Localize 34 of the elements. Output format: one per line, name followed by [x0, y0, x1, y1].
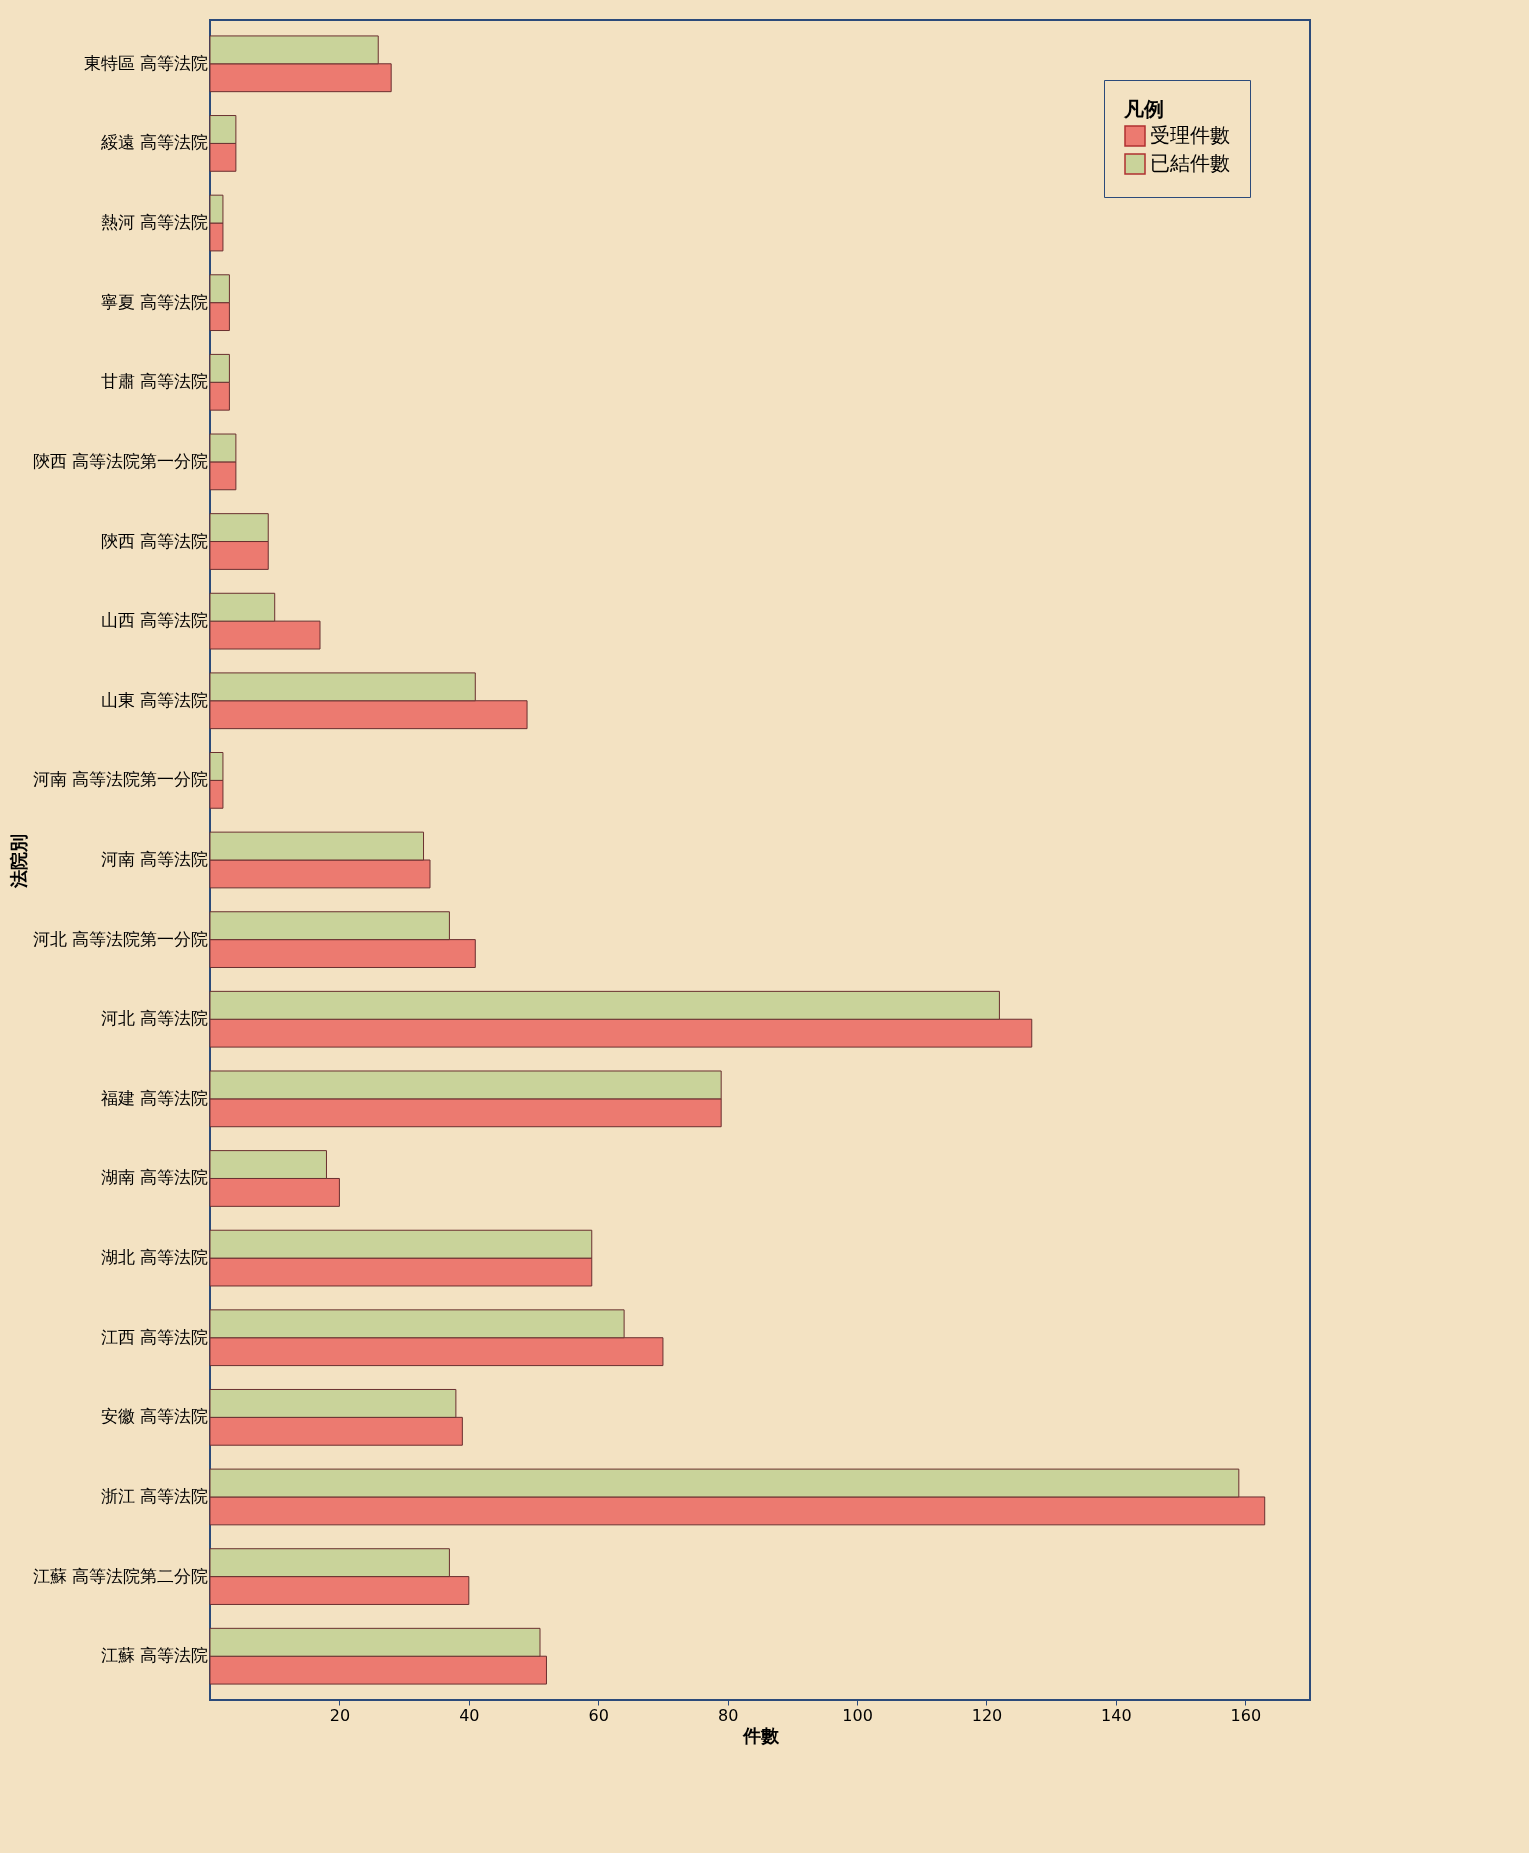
y-tick-label: 陝西 高等法院 — [101, 530, 209, 551]
y-tick-label: 甘肅 高等法院 — [101, 371, 209, 392]
y-tick-label: 河南 高等法院第一分院 — [33, 769, 209, 790]
y-axis-title: 法院別 — [8, 833, 30, 889]
y-tick-label: 福建 高等法院 — [101, 1087, 209, 1108]
y-tick-label: 山西 高等法院 — [101, 610, 209, 631]
legend-title: 凡例 — [1123, 97, 1164, 121]
legend-label: 受理件數 — [1150, 123, 1230, 147]
y-tick-label: 東特區 高等法院 — [84, 52, 209, 73]
y-tick-label: 江西 高等法院 — [101, 1326, 209, 1347]
y-tick-label: 河南 高等法院 — [101, 849, 209, 869]
y-tick-label: 河北 高等法院第一分院 — [33, 928, 209, 949]
y-tick-label: 安徽 高等法院 — [101, 1406, 209, 1427]
x-axis-title: 件數 — [741, 1724, 780, 1746]
y-tick-label: 河北 高等法院 — [101, 1008, 209, 1029]
x-tick-label: 60 — [588, 1705, 609, 1725]
x-tick-label: 100 — [842, 1705, 873, 1725]
x-tick-label: 40 — [459, 1705, 480, 1725]
x-tick-label: 160 — [1230, 1705, 1262, 1725]
y-tick-label: 熱河 高等法院 — [101, 212, 209, 233]
x-tick-label: 20 — [329, 1705, 351, 1725]
y-tick-label: 湖南 高等法院 — [101, 1167, 209, 1188]
x-tick-label: 140 — [1101, 1705, 1132, 1725]
y-tick-label: 山東 高等法院 — [101, 689, 209, 710]
y-tick-label: 湖北 高等法院 — [101, 1247, 209, 1268]
y-tick-label: 寧夏 高等法院 — [101, 291, 209, 312]
y-tick-label: 江蘇 高等法院第二分院 — [33, 1565, 209, 1586]
y-tick-label: 陝西 高等法院第一分院 — [33, 450, 209, 471]
legend-label: 已結件數 — [1150, 151, 1230, 175]
y-tick-label: 浙江 高等法院 — [101, 1485, 209, 1506]
y-tick-label: 綏遠 高等法院 — [100, 132, 209, 153]
x-tick-label: 80 — [717, 1705, 739, 1725]
y-tick-label: 江蘇 高等法院 — [101, 1645, 209, 1666]
x-tick-label: 120 — [971, 1705, 1003, 1725]
